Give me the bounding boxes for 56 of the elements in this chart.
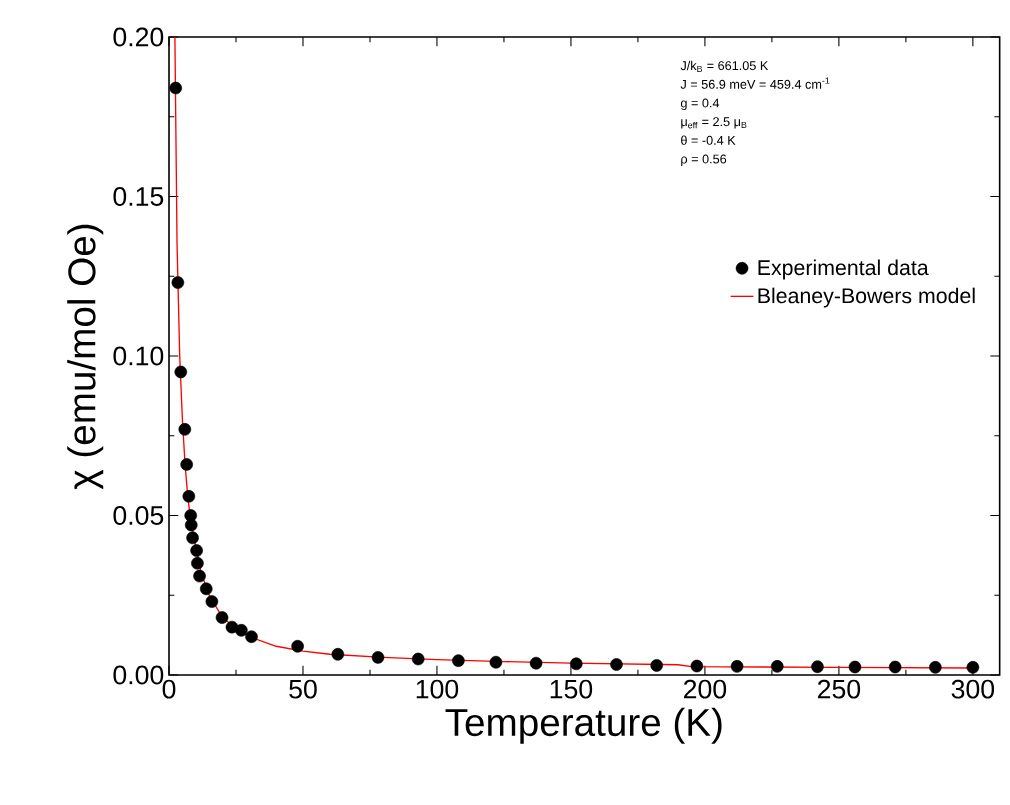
point [489,655,503,669]
point [169,81,182,95]
annotation: J/k$_{B}$ = 661.05 K [680,60,769,72]
point [199,582,213,596]
x-tick-label: 150 [550,679,593,699]
point [929,661,942,674]
y-tick-label: 0.00 [113,665,164,685]
point [811,660,824,673]
y-axis-title: χ (emu/mol Oe) [67,224,104,490]
annotation: ρ = 0.56 [681,154,727,166]
point [182,490,196,503]
point [650,659,663,672]
point [193,569,206,583]
y-tick-label: 0.10 [113,346,164,366]
x-tick-label: 100 [416,679,459,699]
legend-label: Experimental data [758,259,929,280]
point [529,656,543,670]
legend-label: Bleaney-Bowers model [758,287,975,308]
point [180,458,193,471]
point [174,365,188,379]
y-tick-label: 0.15 [113,187,164,206]
point [245,630,258,643]
x-tick-label: 300 [951,679,995,699]
x-tick-label: 50 [289,679,317,699]
x-tick-label: 250 [817,679,861,699]
point [205,595,219,608]
point [178,423,192,436]
y-tick-label: 0.20 [113,27,164,47]
point [331,647,345,661]
point [371,651,385,664]
point [730,660,744,673]
point [570,657,583,671]
x-tick-label: 200 [684,679,727,699]
point [184,518,198,532]
point [215,611,229,624]
annotation: θ = -0.4 K [681,135,736,145]
point [888,660,902,674]
point [690,659,704,673]
point [186,531,199,545]
x-tick-label: 0 [162,679,176,699]
y-tick-label: 0.05 [113,506,164,525]
annotation: J = 56.9 meV = 459.4 cm$^{-1}$ [680,77,830,89]
point [191,557,204,570]
point [235,624,248,637]
annotation: μ$_{eff}$ = 2.5 μ$_{B}$ [681,117,747,129]
point [771,660,784,673]
annotation: g = 0.4 [680,98,720,110]
x-axis-title: Temperature (K) [445,707,722,744]
point [190,544,203,557]
point [291,640,304,653]
point [848,660,862,674]
point [171,276,185,289]
point [452,654,465,667]
point [610,658,623,671]
point [411,652,425,666]
point [966,661,980,674]
